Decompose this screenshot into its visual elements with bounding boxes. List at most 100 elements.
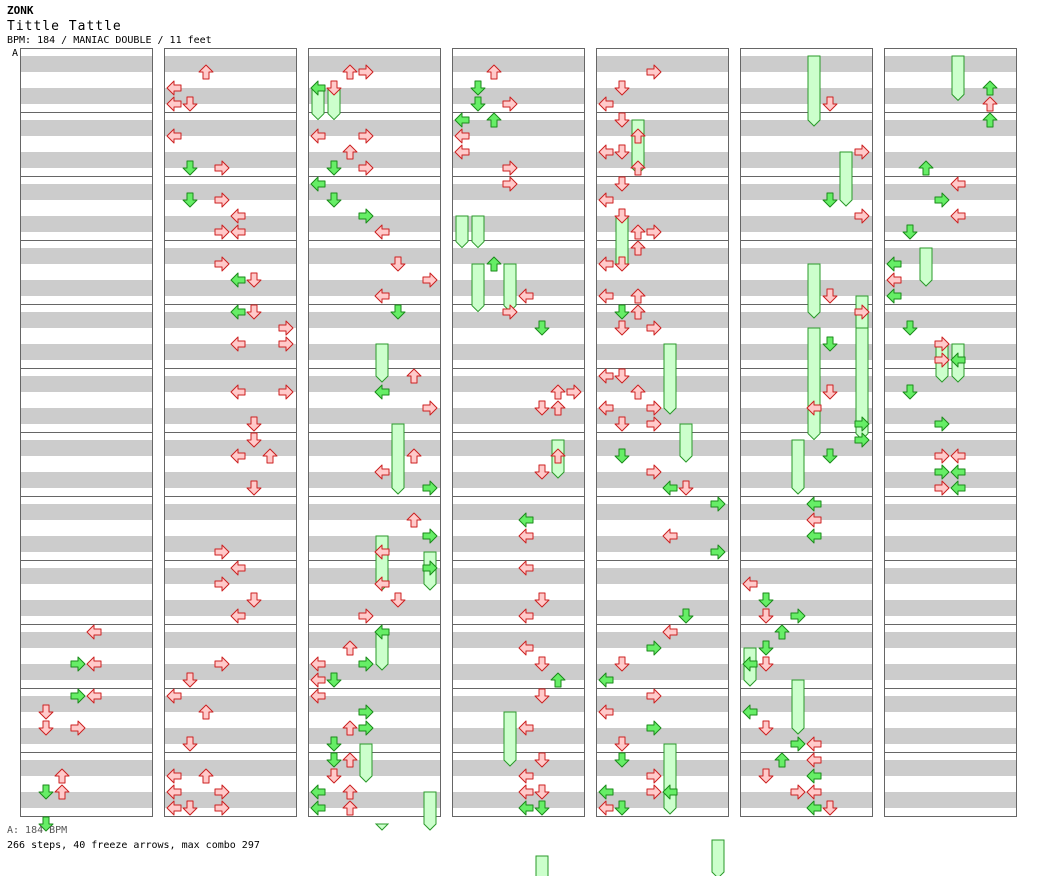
left-arrow <box>310 80 326 96</box>
beat-band <box>741 728 872 744</box>
up-arrow <box>198 64 214 80</box>
right-arrow <box>214 192 230 208</box>
beat-band <box>453 632 584 648</box>
left-arrow <box>374 544 390 560</box>
beat-band <box>453 216 584 232</box>
down-arrow <box>246 416 262 432</box>
beat-band <box>597 312 728 328</box>
beat-band <box>885 536 1016 552</box>
beat-band <box>597 344 728 360</box>
right-arrow <box>358 704 374 720</box>
beat-band <box>741 504 872 520</box>
beat-band <box>885 120 1016 136</box>
up-arrow <box>342 800 358 816</box>
up-arrow <box>342 144 358 160</box>
down-arrow <box>326 160 342 176</box>
beat-band <box>165 568 296 584</box>
down-arrow <box>534 656 550 672</box>
beat-band <box>309 152 440 168</box>
down-arrow <box>614 304 630 320</box>
left-arrow <box>310 176 326 192</box>
beat-band <box>21 728 152 744</box>
beat-band <box>453 88 584 104</box>
left-arrow <box>598 400 614 416</box>
down-arrow <box>758 656 774 672</box>
beat-band <box>453 56 584 72</box>
beat-band <box>21 88 152 104</box>
right-arrow <box>854 144 870 160</box>
beat-band <box>165 504 296 520</box>
left-arrow <box>310 128 326 144</box>
beat-band <box>453 504 584 520</box>
down-arrow <box>326 752 342 768</box>
down-arrow <box>470 80 486 96</box>
down-arrow <box>326 768 342 784</box>
beat-band <box>453 792 584 808</box>
left-arrow <box>166 800 182 816</box>
up-arrow <box>630 288 646 304</box>
up-arrow <box>550 672 566 688</box>
right-arrow <box>854 304 870 320</box>
beat-band <box>453 408 584 424</box>
down-arrow <box>534 688 550 704</box>
up-arrow <box>54 768 70 784</box>
right-arrow <box>646 224 662 240</box>
beat-band <box>885 152 1016 168</box>
up-arrow <box>486 112 502 128</box>
right-arrow <box>646 320 662 336</box>
down-arrow <box>534 800 550 816</box>
down-arrow <box>902 384 918 400</box>
down-arrow <box>534 320 550 336</box>
bpm-marker: A <box>12 48 19 59</box>
right-arrow <box>214 224 230 240</box>
freeze-arrow <box>375 343 389 383</box>
beat-band <box>453 664 584 680</box>
beat-band <box>309 440 440 456</box>
left-arrow <box>518 784 534 800</box>
beat-band <box>453 440 584 456</box>
down-arrow <box>470 96 486 112</box>
right-arrow <box>502 96 518 112</box>
beat-band <box>885 280 1016 296</box>
right-arrow <box>70 720 86 736</box>
beat-band <box>165 696 296 712</box>
right-arrow <box>934 464 950 480</box>
beat-band <box>453 344 584 360</box>
right-arrow <box>214 800 230 816</box>
beat-band <box>597 728 728 744</box>
up-arrow <box>982 96 998 112</box>
beat-band <box>453 152 584 168</box>
down-arrow <box>534 464 550 480</box>
beat-band <box>21 696 152 712</box>
left-arrow <box>518 720 534 736</box>
down-arrow <box>678 608 694 624</box>
beat-band <box>21 248 152 264</box>
up-arrow <box>198 768 214 784</box>
down-arrow <box>326 736 342 752</box>
beat-band <box>21 280 152 296</box>
up-arrow <box>550 448 566 464</box>
beat-band <box>309 120 440 136</box>
down-arrow <box>246 432 262 448</box>
down-arrow <box>822 336 838 352</box>
left-arrow <box>454 128 470 144</box>
beat-band <box>165 792 296 808</box>
beat-band <box>21 792 152 808</box>
beat-band <box>453 568 584 584</box>
beat-band <box>165 376 296 392</box>
up-arrow <box>774 752 790 768</box>
beat-band <box>309 344 440 360</box>
right-arrow <box>214 160 230 176</box>
left-arrow <box>230 336 246 352</box>
left-arrow <box>598 144 614 160</box>
beat-band <box>741 56 872 72</box>
beat-band <box>21 184 152 200</box>
left-arrow <box>662 784 678 800</box>
right-arrow <box>646 400 662 416</box>
right-arrow <box>934 336 950 352</box>
chart-column <box>740 48 873 817</box>
right-arrow <box>646 416 662 432</box>
beat-band <box>309 280 440 296</box>
beat-band <box>597 472 728 488</box>
left-arrow <box>950 208 966 224</box>
